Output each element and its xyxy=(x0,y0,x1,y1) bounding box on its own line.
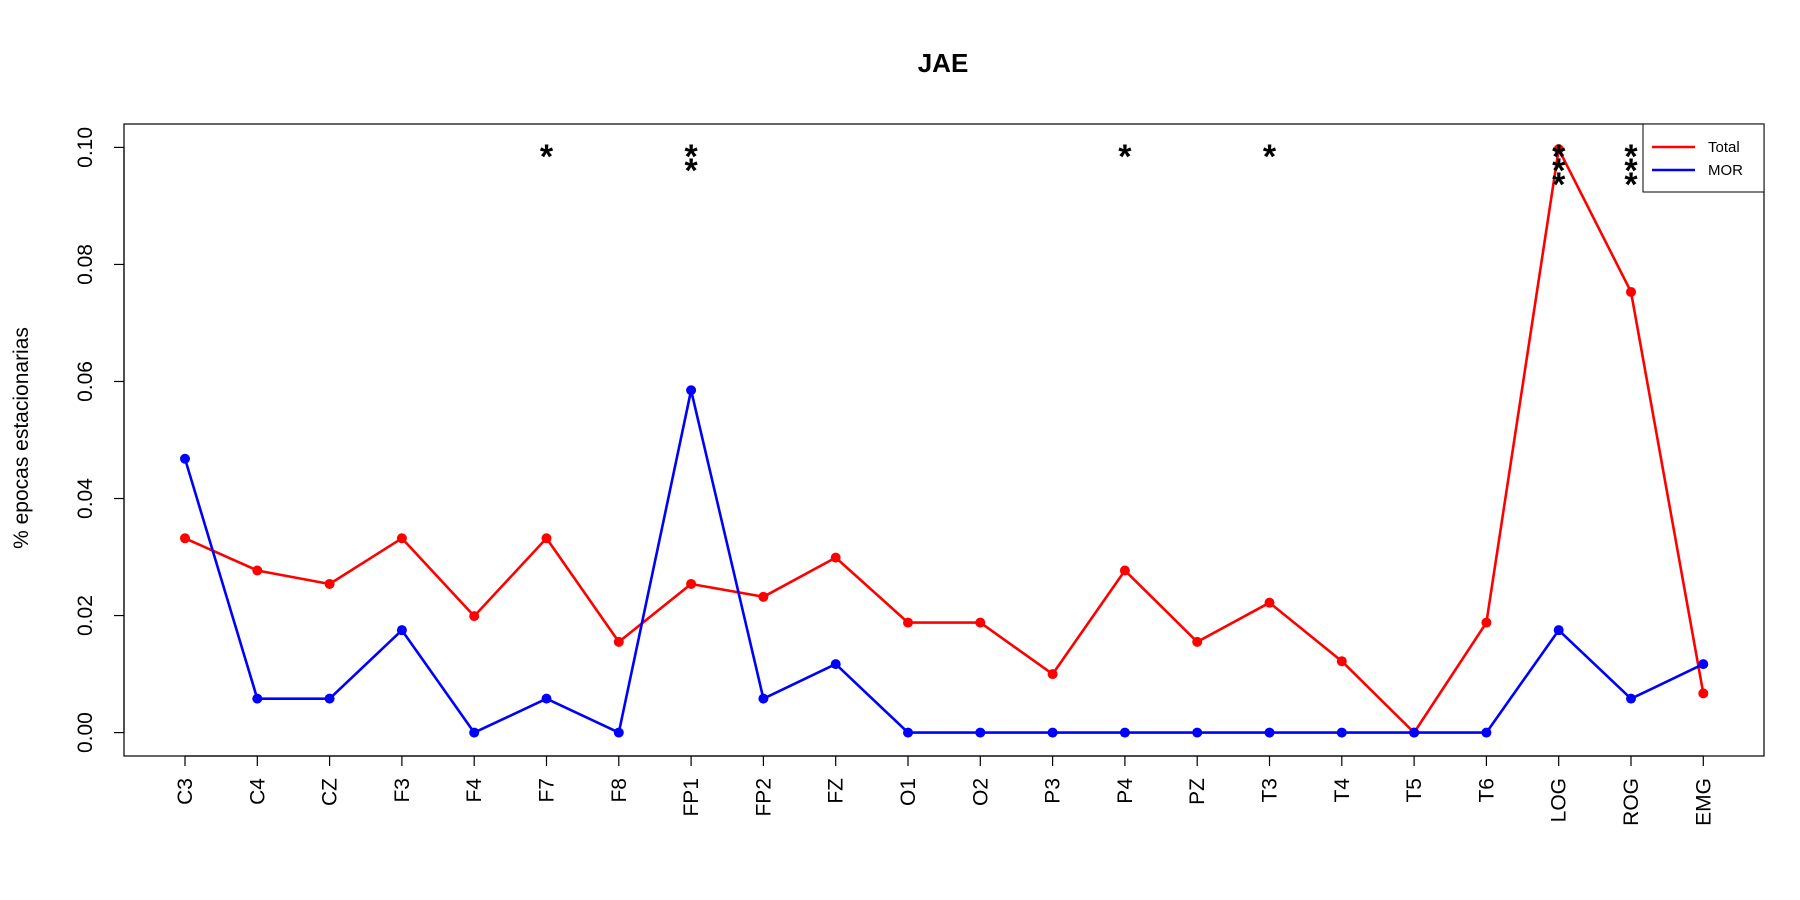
series-line-mor xyxy=(183,388,1704,734)
data-point-mor xyxy=(1192,727,1203,738)
series-layer xyxy=(180,144,1709,738)
x-tick-label: P3 xyxy=(1042,778,1065,804)
data-point-total xyxy=(613,636,624,647)
x-tick-label: F4 xyxy=(463,778,486,803)
data-point-mor xyxy=(1047,727,1058,738)
y-tick-label: 0.06 xyxy=(74,361,97,402)
legend-label-total: Total xyxy=(1708,139,1740,156)
x-tick-label: T4 xyxy=(1331,778,1354,803)
data-point-total xyxy=(975,617,986,628)
x-tick-label: O2 xyxy=(969,778,992,806)
y-axis: 0.00 0.02 0.04 0.06 0.08 0.10 xyxy=(74,127,125,753)
data-point-mor xyxy=(1626,693,1636,704)
data-point-mor xyxy=(396,625,407,636)
data-point-mor xyxy=(1698,659,1709,670)
significance-star: * xyxy=(1624,138,1638,176)
series-total xyxy=(180,144,1709,738)
y-tick-label: 0.10 xyxy=(74,127,97,168)
x-tick-label: P4 xyxy=(1114,778,1137,804)
data-point-mor xyxy=(903,727,913,738)
significance-star: * xyxy=(1118,138,1132,176)
x-tick-label: EMG xyxy=(1692,778,1715,826)
x-tick-label: T5 xyxy=(1403,778,1426,803)
legend: Total MOR xyxy=(1642,123,1765,193)
y-tick-label: 0.08 xyxy=(74,244,97,285)
series-line-total xyxy=(184,147,1705,734)
legend-box xyxy=(1642,123,1765,193)
y-tick-label: 0.02 xyxy=(74,595,97,636)
chart-title: JAE xyxy=(918,48,969,78)
x-tick-label: C3 xyxy=(174,778,197,805)
significance-star: * xyxy=(684,138,698,176)
data-point-total xyxy=(324,578,335,589)
x-tick-label: F7 xyxy=(536,778,559,803)
data-point-total xyxy=(1336,656,1347,667)
data-point-total xyxy=(1553,144,1564,155)
significance-star: * xyxy=(1624,152,1638,190)
x-tick-label: FP1 xyxy=(680,778,703,817)
significance-star: * xyxy=(1552,138,1566,176)
x-tick-label: ROG xyxy=(1620,778,1643,826)
x-tick-label: PZ xyxy=(1186,778,1209,805)
data-point-total xyxy=(180,533,190,544)
data-point-mor xyxy=(830,659,841,670)
x-tick-label: C4 xyxy=(246,778,269,805)
data-point-mor xyxy=(541,693,552,704)
significance-star: * xyxy=(1552,166,1566,204)
data-point-total xyxy=(686,578,697,589)
significance-star: * xyxy=(1552,152,1566,190)
data-point-total xyxy=(1481,617,1492,628)
data-point-mor xyxy=(686,385,697,396)
legend-label-mor: MOR xyxy=(1708,162,1743,179)
x-tick-label: O1 xyxy=(897,778,920,806)
data-point-mor xyxy=(975,727,986,738)
x-tick-label: CZ xyxy=(319,778,342,806)
data-point-total xyxy=(1264,597,1275,608)
x-tick-label: FZ xyxy=(825,778,848,804)
x-tick-label: F3 xyxy=(391,778,414,803)
data-point-total xyxy=(1192,636,1203,647)
data-point-total xyxy=(1626,286,1636,297)
x-tick-label: T6 xyxy=(1475,778,1498,803)
x-axis: C3 C4 CZ F3 F4 F7 F8 FP1 FP2 FZ O1 O2 P3 P4 PZ T3 T4 T5 T6… xyxy=(174,755,1715,826)
significance-star: * xyxy=(684,152,698,190)
significance-star: * xyxy=(540,138,554,176)
data-point-total xyxy=(541,533,552,544)
x-tick-label: LOG xyxy=(1548,778,1571,822)
data-point-mor xyxy=(1481,727,1492,738)
data-point-total xyxy=(1698,688,1709,699)
data-point-total xyxy=(252,565,263,576)
data-point-mor xyxy=(1264,727,1275,738)
x-tick-label: FP2 xyxy=(752,778,775,817)
x-tick-label: T3 xyxy=(1259,778,1282,803)
significance-star: * xyxy=(1263,138,1277,176)
data-point-total xyxy=(1119,565,1130,576)
data-point-total xyxy=(758,591,769,602)
data-point-mor xyxy=(613,727,624,738)
data-point-total xyxy=(903,617,913,628)
x-tick-label: F8 xyxy=(608,778,631,803)
data-point-mor xyxy=(1336,727,1347,738)
data-point-mor xyxy=(758,693,769,704)
data-point-total xyxy=(469,611,480,622)
data-point-total xyxy=(396,533,407,544)
data-point-total xyxy=(830,552,841,563)
series-mor xyxy=(180,385,1709,738)
data-point-mor xyxy=(324,693,335,704)
data-point-mor xyxy=(180,453,190,464)
data-point-mor xyxy=(1409,727,1420,738)
data-point-mor xyxy=(252,693,263,704)
data-point-mor xyxy=(1553,625,1564,636)
y-tick-label: 0.00 xyxy=(74,712,97,753)
significance-star: * xyxy=(1624,166,1638,204)
significance-markers: * ** * * ****** xyxy=(540,138,1639,204)
y-tick-label: 0.04 xyxy=(74,478,97,519)
y-axis-title: % epocas estacionarias xyxy=(10,327,33,549)
data-point-mor xyxy=(469,727,480,738)
data-point-total xyxy=(1047,669,1058,680)
data-point-mor xyxy=(1119,727,1130,738)
